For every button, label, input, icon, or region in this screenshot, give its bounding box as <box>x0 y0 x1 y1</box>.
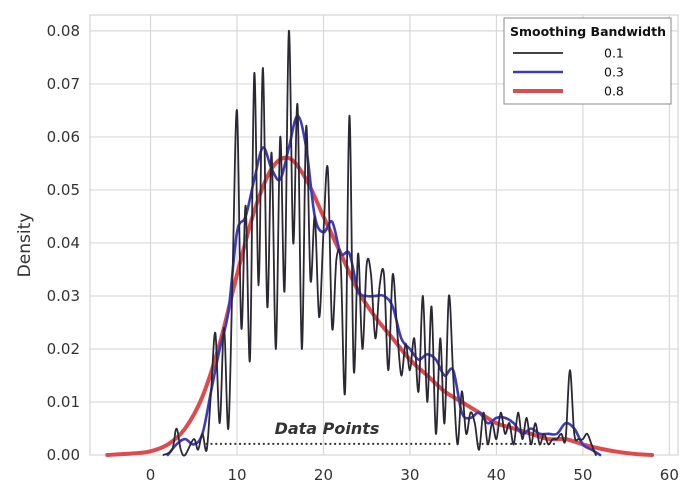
data-point-marker <box>533 442 536 445</box>
data-point-marker <box>243 442 246 445</box>
data-point-marker <box>238 442 242 445</box>
data-point-marker <box>295 442 299 445</box>
data-point-marker <box>329 442 332 445</box>
data-point-marker <box>219 442 223 445</box>
data-point-marker <box>315 442 318 445</box>
data-point-marker <box>210 442 213 445</box>
data-point-marker <box>419 442 422 445</box>
x-tick-label: 60 <box>660 466 679 484</box>
data-point-marker <box>353 442 356 445</box>
data-point-marker <box>372 442 375 445</box>
data-point-marker <box>324 442 327 445</box>
data-point-marker <box>276 442 280 445</box>
data-point-marker <box>448 442 451 445</box>
data-point-marker <box>367 442 370 445</box>
data-point-marker <box>272 442 275 445</box>
data-point-marker <box>343 442 346 445</box>
data-point-marker <box>433 442 437 445</box>
data-point-marker <box>334 442 337 445</box>
series-lines <box>105 29 655 457</box>
data-point-marker <box>319 442 322 445</box>
y-tick-label: 0.07 <box>47 75 80 93</box>
legend-label: 0.8 <box>604 84 624 99</box>
data-point-marker <box>414 442 418 445</box>
data-point-marker <box>286 442 289 445</box>
data-point-marker <box>381 442 384 445</box>
data-point-marker <box>543 442 546 445</box>
grid <box>90 15 678 456</box>
y-axis: 0.00 0.01 0.02 0.03 0.04 0.05 0.06 0.07 0.08 <box>47 22 80 464</box>
data-point-marker <box>405 442 408 445</box>
y-axis-label: Density <box>15 213 35 278</box>
data-point-marker <box>410 442 413 445</box>
data-point-marker <box>505 442 508 445</box>
data-point-marker <box>338 442 341 445</box>
data-point-marker <box>490 442 494 445</box>
data-point-marker <box>400 442 403 445</box>
data-point-marker <box>376 442 380 445</box>
data-point-marker <box>305 442 308 445</box>
y-tick-label: 0.03 <box>47 287 80 305</box>
x-tick-label: 40 <box>487 466 506 484</box>
data-point-marker <box>514 442 517 445</box>
legend-title: Smoothing Bandwidth <box>510 24 666 39</box>
data-point-marker <box>424 442 427 445</box>
data-point-marker <box>310 442 313 445</box>
data-points-annotation: Data Points <box>275 419 380 438</box>
x-tick-label: 20 <box>314 466 333 484</box>
y-tick-label: 0.06 <box>47 128 80 146</box>
data-point-marker <box>300 442 303 445</box>
data-point-marker <box>257 442 261 445</box>
data-point-marker <box>481 442 484 445</box>
data-point-marker <box>281 442 284 445</box>
y-tick-label: 0.00 <box>47 446 80 464</box>
data-point-marker <box>224 442 227 445</box>
series-line-0-1 <box>162 29 597 457</box>
legend: Smoothing Bandwidth 0.1 0.3 0.8 <box>503 17 672 105</box>
data-point-marker <box>510 442 513 445</box>
legend-label: 0.3 <box>604 65 624 80</box>
data-point-marker <box>253 442 256 445</box>
y-tick-label: 0.05 <box>47 181 80 199</box>
data-point-marker <box>443 442 446 445</box>
data-point-marker <box>386 442 389 445</box>
legend-entries: 0.1 0.3 0.8 <box>513 46 624 99</box>
x-tick-label: 30 <box>400 466 419 484</box>
data-point-marker <box>262 442 265 445</box>
data-point-marker <box>429 442 432 445</box>
data-point-marker <box>248 442 251 445</box>
data-point-marker <box>215 442 218 445</box>
data-point-marker <box>362 442 365 445</box>
y-tick-label: 0.04 <box>47 234 80 252</box>
x-tick-label: 50 <box>573 466 592 484</box>
y-tick-label: 0.08 <box>47 22 80 40</box>
data-point-marker <box>234 442 237 445</box>
data-point-marker <box>524 442 527 445</box>
data-point-marker <box>519 442 522 445</box>
data-point-marker <box>391 442 394 445</box>
x-tick-label: 10 <box>227 466 246 484</box>
data-point-marker <box>229 442 232 445</box>
y-tick-label: 0.01 <box>47 393 80 411</box>
x-axis: 0 10 20 30 40 50 60 <box>146 466 679 484</box>
y-tick-label: 0.02 <box>47 340 80 358</box>
data-point-marker <box>552 442 556 445</box>
data-point-marker <box>495 442 498 445</box>
data-point-marker <box>348 442 351 445</box>
data-points-rug <box>205 442 556 445</box>
data-point-marker <box>357 442 361 445</box>
legend-label: 0.1 <box>604 46 624 61</box>
data-point-marker <box>395 442 399 445</box>
x-tick-label: 0 <box>146 466 156 484</box>
data-point-marker <box>291 442 294 445</box>
data-point-marker <box>438 442 441 445</box>
data-point-marker <box>267 442 270 445</box>
data-point-marker <box>500 442 503 445</box>
